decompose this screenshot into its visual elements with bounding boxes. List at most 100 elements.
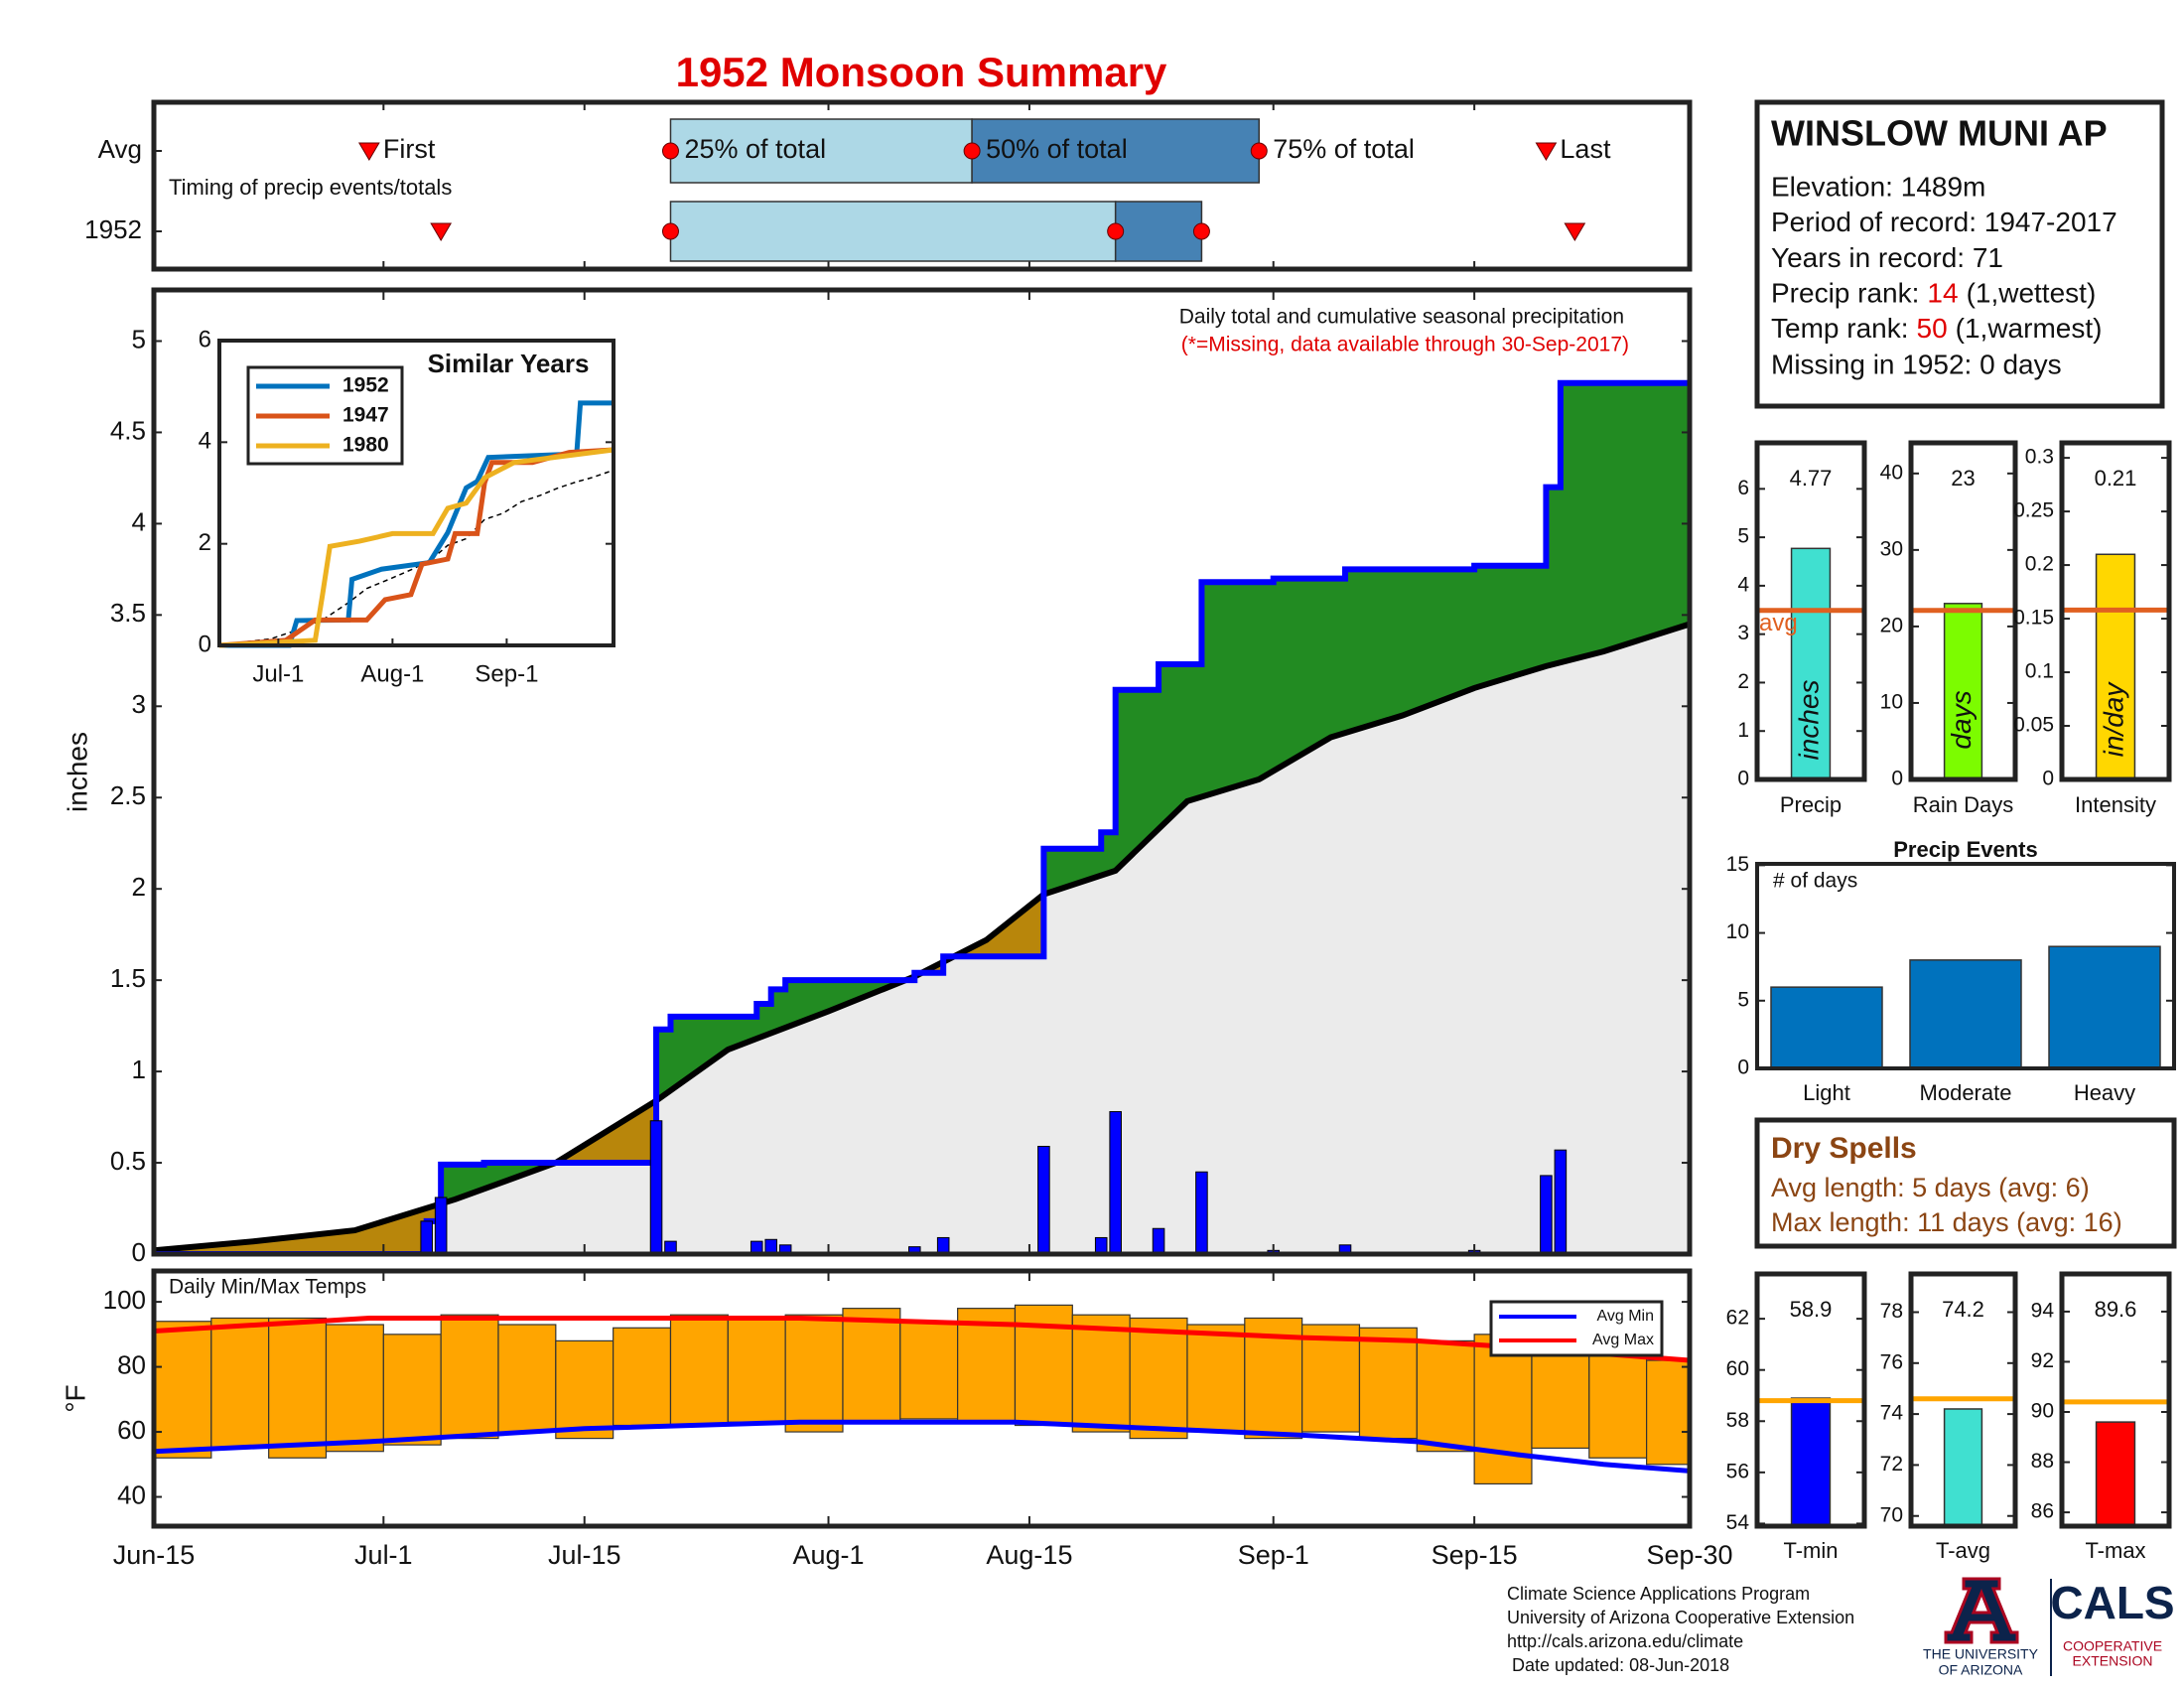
percent-marker xyxy=(1250,142,1268,160)
value-label: 4.77 xyxy=(1790,466,1833,491)
x-tick-label: Jul-15 xyxy=(548,1540,621,1570)
category-label: T-avg xyxy=(1936,1538,1990,1563)
y-tick-label: 78 xyxy=(1880,1300,1903,1323)
bar xyxy=(1943,1408,1983,1527)
station-lines: Elevation: 1489m Period of record: 1947-2… xyxy=(1771,171,2117,379)
panel-frame xyxy=(1908,1271,2018,1529)
late-bar xyxy=(1114,201,1203,262)
inset-title: Similar Years xyxy=(428,349,590,378)
percent-marker xyxy=(661,222,679,240)
y-tick-label: 0.2 xyxy=(2025,553,2054,576)
temp-frame xyxy=(151,1268,1693,1529)
unit-label: days xyxy=(1946,690,1977,749)
dry-spells-line: Max length: 11 days (avg: 16) xyxy=(1771,1207,2122,1237)
y-tick-label: 10 xyxy=(1880,691,1903,714)
unit-label: inches xyxy=(1793,680,1824,761)
y-tick-label: 0 xyxy=(1737,1056,1749,1079)
y-tick-label: 6 xyxy=(1737,477,1749,499)
daily-precip-bar xyxy=(1109,1111,1122,1254)
station-line: Precip rank: 14 (1,wettest) xyxy=(1771,278,2096,309)
bar xyxy=(2095,1421,2136,1527)
category-label: Precip xyxy=(1780,792,1842,817)
x-tick-label: Sep-1 xyxy=(475,660,538,687)
y-tick-label: 15 xyxy=(1726,853,1749,876)
station-line: Missing in 1952: 0 days xyxy=(1771,349,2062,379)
y-tick-label: 10 xyxy=(1726,920,1749,943)
cals-logo-text: EXTENSION xyxy=(2073,1653,2153,1669)
x-tick-label: Jul-1 xyxy=(252,660,304,687)
minmax-bar xyxy=(154,1321,212,1459)
daily-precip-bar xyxy=(750,1240,763,1254)
timing-label: Timing of precip events/totals xyxy=(169,175,452,200)
unit-label: in/day xyxy=(2098,681,2128,758)
y-tick-label: 90 xyxy=(2031,1400,2054,1423)
y-tick-label: 4 xyxy=(1737,573,1749,596)
early-bar xyxy=(669,201,1117,262)
note: Daily total and cumulative seasonal prec… xyxy=(1179,306,1624,329)
x-tick-label: Jul-1 xyxy=(354,1540,413,1570)
cumulative-1952-line xyxy=(154,379,1690,1254)
y-tick-label: 0.05 xyxy=(2013,714,2054,737)
marker-label: First xyxy=(383,134,436,164)
station-line: Elevation: 1489m xyxy=(1771,171,1985,202)
station-line: Period of record: 1947-2017 xyxy=(1771,207,2117,237)
daily-precip-bar xyxy=(778,1244,792,1254)
base-area xyxy=(154,624,1690,1254)
ua-logo-text: THE UNIVERSITY xyxy=(1923,1646,2039,1662)
value-label: 58.9 xyxy=(1790,1297,1833,1322)
legend-label: 1947 xyxy=(342,404,389,427)
y-tick-label: 4 xyxy=(199,428,211,455)
y-tick-label: 0 xyxy=(132,1237,146,1267)
minmax-bar xyxy=(1129,1317,1188,1440)
station-box xyxy=(1754,99,2165,409)
minmax-bar xyxy=(1531,1346,1590,1450)
y-tick-label: 1.5 xyxy=(110,963,146,993)
minmax-bar xyxy=(899,1321,959,1420)
daily-precip-bar xyxy=(649,1120,663,1254)
y-tick-label: 20 xyxy=(1880,614,1903,636)
legend-label: 1952 xyxy=(342,374,389,397)
dry-spells-title: Dry Spells xyxy=(1771,1132,1917,1165)
minmax-bar xyxy=(842,1308,901,1423)
ua-logo: THE UNIVERSITY OF ARIZONA xyxy=(1923,1577,2039,1678)
panel-frame xyxy=(2059,1271,2172,1529)
dry-spells-box xyxy=(1754,1117,2177,1249)
y-tick-label: 3 xyxy=(1737,622,1749,644)
minmax-bar xyxy=(210,1317,270,1450)
percent-marker xyxy=(661,142,679,160)
bar xyxy=(1770,986,1883,1069)
category-label: Moderate xyxy=(1920,1080,2012,1105)
ua-a-mark xyxy=(1944,1577,2019,1644)
daily-precip-bar xyxy=(1195,1171,1208,1254)
bar xyxy=(1790,1397,1832,1527)
dry-spells-line: Avg length: 5 days (avg: 6) xyxy=(1771,1173,2090,1202)
avg-temp-line xyxy=(154,1419,1690,1474)
minmax-bar xyxy=(727,1317,786,1423)
y-tick-label: 0 xyxy=(1737,768,1749,790)
station-rank: 14 xyxy=(1927,278,1958,309)
temp-marks xyxy=(154,1304,1690,1485)
x-tick-label: Sep-30 xyxy=(1646,1540,1732,1570)
y-tick-label: 0 xyxy=(2042,768,2054,790)
minmax-bar xyxy=(555,1339,614,1440)
cals-logo: CALS xyxy=(2050,1577,2174,1628)
y-tick-label: 100 xyxy=(103,1285,146,1315)
panel-title: Precip Events xyxy=(1893,837,2038,862)
minmax-bar xyxy=(497,1324,557,1433)
minmax-bar xyxy=(325,1324,384,1453)
similar-year-line xyxy=(218,447,614,648)
inset-frame xyxy=(217,339,615,647)
note-missing: (*=Missing, data available through 30-Se… xyxy=(1181,334,1629,356)
panel-frame xyxy=(1755,862,2176,1070)
temp-title: Daily Min/Max Temps xyxy=(169,1276,366,1299)
y-tick-label: 1 xyxy=(132,1055,146,1084)
x-tick-label: Aug-1 xyxy=(792,1540,864,1570)
x-tick-label: Aug-15 xyxy=(986,1540,1072,1570)
legend-label: 1980 xyxy=(342,434,389,457)
daily-precip-bar xyxy=(434,1196,448,1254)
y-tick-label: 92 xyxy=(2031,1349,2054,1372)
minmax-bar xyxy=(1473,1334,1533,1485)
y-tick-label: 2.5 xyxy=(110,780,146,810)
y-tick-label: 56 xyxy=(1726,1460,1749,1482)
